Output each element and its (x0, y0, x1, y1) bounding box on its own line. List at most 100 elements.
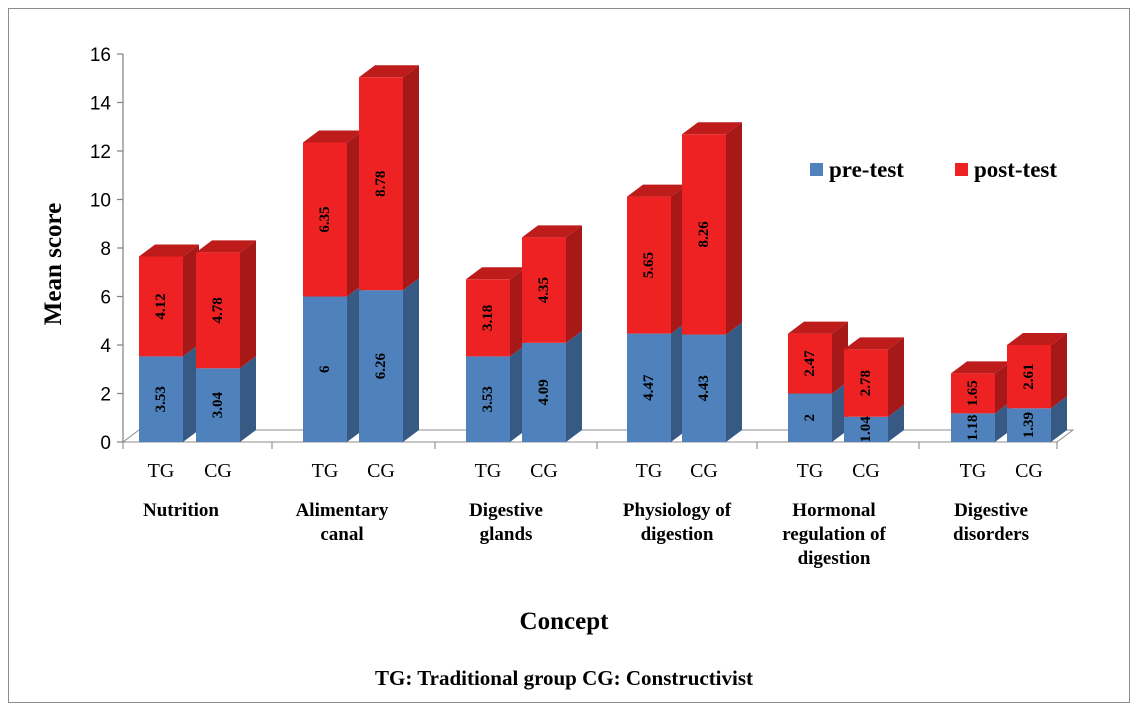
pre-test-bar-alimentary-canal-cg-side (403, 278, 419, 442)
post-test-bar-digestive-glands-tg-top (466, 267, 526, 280)
post-test-bar-alimentary-canal-cg-side (403, 65, 419, 291)
x-group-label-digestive-disorders-tg: TG (960, 460, 987, 482)
y-tick-label: 8 (100, 239, 111, 260)
pre-test-bar-hormonal-regulation-of-digestion-cg-side (888, 404, 904, 442)
stacked-bar-chart: 0 2 4 6 8 10 12 14 16 3.53 4.12 TG 3.04 4.78 CG Nutrit… (40, 45, 1075, 690)
post-test-bar-alimentary-canal-tg (303, 142, 347, 297)
legend: pre-test post-test (810, 157, 1057, 182)
post-test-bar-hormonal-regulation-of-digestion-tg (788, 333, 832, 394)
post-test-bar-nutrition-tg-side (183, 244, 199, 357)
post-test-bar-hormonal-regulation-of-digestion-cg (844, 349, 888, 417)
data-label-pre-test-nutrition-tg: 3.53 (153, 386, 169, 412)
y-tick-label: 6 (100, 288, 111, 309)
pre-test-bar-hormonal-regulation-of-digestion-cg (844, 416, 888, 442)
post-test-bar-physiology-of-digestion-cg (682, 134, 726, 335)
post-test-bar-physiology-of-digestion-tg (627, 196, 671, 334)
x-group-label-digestive-glands-tg: TG (475, 460, 502, 482)
data-label-pre-test-digestive-glands-cg: 4.09 (536, 379, 552, 405)
y-axis-title: Mean score (40, 203, 67, 325)
x-group-label-nutrition-tg: TG (148, 460, 175, 482)
x-category-label-alimentary-canal: Alimentary canal (296, 500, 389, 545)
y-tick-label: 12 (90, 142, 111, 163)
post-test-bar-alimentary-canal-cg (359, 77, 403, 291)
x-group-label-digestive-glands-cg: CG (530, 460, 558, 482)
chart-frame: 0 2 4 6 8 10 12 14 16 3.53 4.12 TG 3.04 4.78 CG Nutrit… (8, 8, 1130, 703)
x-category-label-digestive-disorders: Digestive disorders (953, 500, 1029, 545)
x-category-label-hormonal-regulation-of-digestion: Hormonal regulation of digestion (782, 500, 886, 569)
data-label-post-test-physiology-of-digestion-tg: 5.65 (641, 252, 657, 278)
chart-floor (121, 429, 1075, 443)
legend-swatch-pre-test (810, 163, 823, 176)
pre-test-bar-nutrition-tg-side (183, 344, 199, 442)
post-test-bar-digestive-glands-cg-top (522, 225, 582, 238)
x-group-label-digestive-disorders-cg: CG (1015, 460, 1043, 482)
pre-test-bar-physiology-of-digestion-cg-side (726, 322, 742, 442)
post-test-bar-digestive-glands-cg-side (566, 225, 582, 343)
post-test-bar-digestive-disorders-cg-side (1051, 333, 1067, 409)
data-label-post-test-hormonal-regulation-of-digestion-cg: 2.78 (858, 370, 874, 396)
pre-test-bar-digestive-glands-cg-side (566, 330, 582, 442)
x-category-label-physiology-of-digestion: Physiology of digestion (623, 500, 732, 545)
data-label-post-test-digestive-glands-tg: 3.18 (480, 305, 496, 331)
post-test-bar-hormonal-regulation-of-digestion-tg-top (788, 321, 848, 334)
pre-test-bar-hormonal-regulation-of-digestion-tg (788, 393, 832, 442)
data-label-pre-test-physiology-of-digestion-tg: 4.47 (641, 374, 657, 401)
data-label-post-test-digestive-disorders-cg: 2.61 (1021, 364, 1037, 390)
post-test-bar-digestive-disorders-tg (951, 373, 995, 414)
x-group-label-nutrition-cg: CG (204, 460, 232, 482)
pre-test-bar-nutrition-tg (139, 356, 183, 442)
post-test-bar-nutrition-tg-top (139, 244, 199, 257)
data-label-pre-test-hormonal-regulation-of-digestion-cg: 1.04 (858, 416, 874, 443)
labels-layer: 3.53 4.12 TG 3.04 4.78 CG Nutrition 6 6.35 TG 6.26… (143, 171, 1043, 569)
data-label-post-test-alimentary-canal-tg: 6.35 (317, 206, 333, 232)
data-label-pre-test-physiology-of-digestion-cg: 4.43 (696, 375, 712, 401)
bars-layer (139, 65, 1067, 442)
x-axis-title: Concept (520, 608, 610, 635)
pre-test-bar-nutrition-cg-side (240, 356, 256, 442)
data-label-pre-test-digestive-disorders-tg: 1.18 (965, 415, 981, 441)
data-label-post-test-alimentary-canal-cg: 8.78 (373, 171, 389, 197)
pre-test-bar-digestive-glands-cg (522, 342, 566, 442)
post-test-bar-digestive-glands-cg (522, 237, 566, 343)
y-tick-label: 0 (100, 433, 111, 454)
post-test-bar-hormonal-regulation-of-digestion-cg-side (888, 337, 904, 417)
y-tick-label: 10 (90, 191, 111, 212)
footnote: TG: Traditional group CG: Constructivist (375, 666, 753, 690)
x-group-label-physiology-of-digestion-cg: CG (690, 460, 718, 482)
data-label-post-test-digestive-glands-cg: 4.35 (536, 277, 552, 303)
data-label-post-test-nutrition-tg: 4.12 (153, 293, 169, 319)
x-group-label-alimentary-canal-cg: CG (367, 460, 395, 482)
pre-test-bar-physiology-of-digestion-cg (682, 334, 726, 442)
data-label-pre-test-digestive-disorders-cg: 1.39 (1021, 412, 1037, 438)
x-category-label-nutrition: Nutrition (143, 500, 219, 521)
x-category-label-digestive-glands: Digestive glands (469, 500, 543, 545)
x-group-label-hormonal-regulation-of-digestion-cg: CG (852, 460, 880, 482)
post-test-bar-nutrition-cg-top (196, 240, 256, 253)
data-label-pre-test-nutrition-cg: 3.04 (210, 392, 226, 419)
post-test-bar-digestive-glands-tg (466, 279, 510, 357)
pre-test-bar-nutrition-cg (196, 368, 240, 442)
legend-label-pre-test: pre-test (829, 157, 904, 182)
data-label-post-test-nutrition-cg: 4.78 (210, 297, 226, 323)
pre-test-bar-digestive-disorders-cg-side (1051, 396, 1067, 442)
data-label-pre-test-alimentary-canal-cg: 6.26 (373, 352, 389, 379)
post-test-bar-physiology-of-digestion-tg-top (627, 184, 687, 197)
legend-swatch-post-test (955, 163, 968, 176)
y-tick-label: 16 (90, 45, 111, 66)
post-test-bar-digestive-disorders-tg-top (951, 361, 1011, 374)
post-test-bar-physiology-of-digestion-cg-side (726, 122, 742, 335)
data-label-pre-test-digestive-glands-tg: 3.53 (480, 386, 496, 412)
y-tick-label: 4 (100, 336, 111, 357)
x-group-label-physiology-of-digestion-tg: TG (636, 460, 663, 482)
pre-test-bar-physiology-of-digestion-tg (627, 333, 671, 442)
data-label-post-test-hormonal-regulation-of-digestion-tg: 2.47 (802, 350, 818, 377)
y-tick-label: 2 (100, 385, 111, 406)
post-test-bar-hormonal-regulation-of-digestion-cg-top (844, 337, 904, 350)
x-group-label-hormonal-regulation-of-digestion-tg: TG (797, 460, 824, 482)
post-test-bar-nutrition-tg (139, 256, 183, 357)
pre-test-bar-alimentary-canal-tg (303, 296, 347, 442)
data-label-post-test-digestive-disorders-tg: 1.65 (965, 380, 981, 406)
pre-test-bar-digestive-disorders-cg (1007, 408, 1051, 442)
post-test-bar-alimentary-canal-cg-top (359, 65, 419, 78)
post-test-bar-physiology-of-digestion-cg-top (682, 122, 742, 135)
